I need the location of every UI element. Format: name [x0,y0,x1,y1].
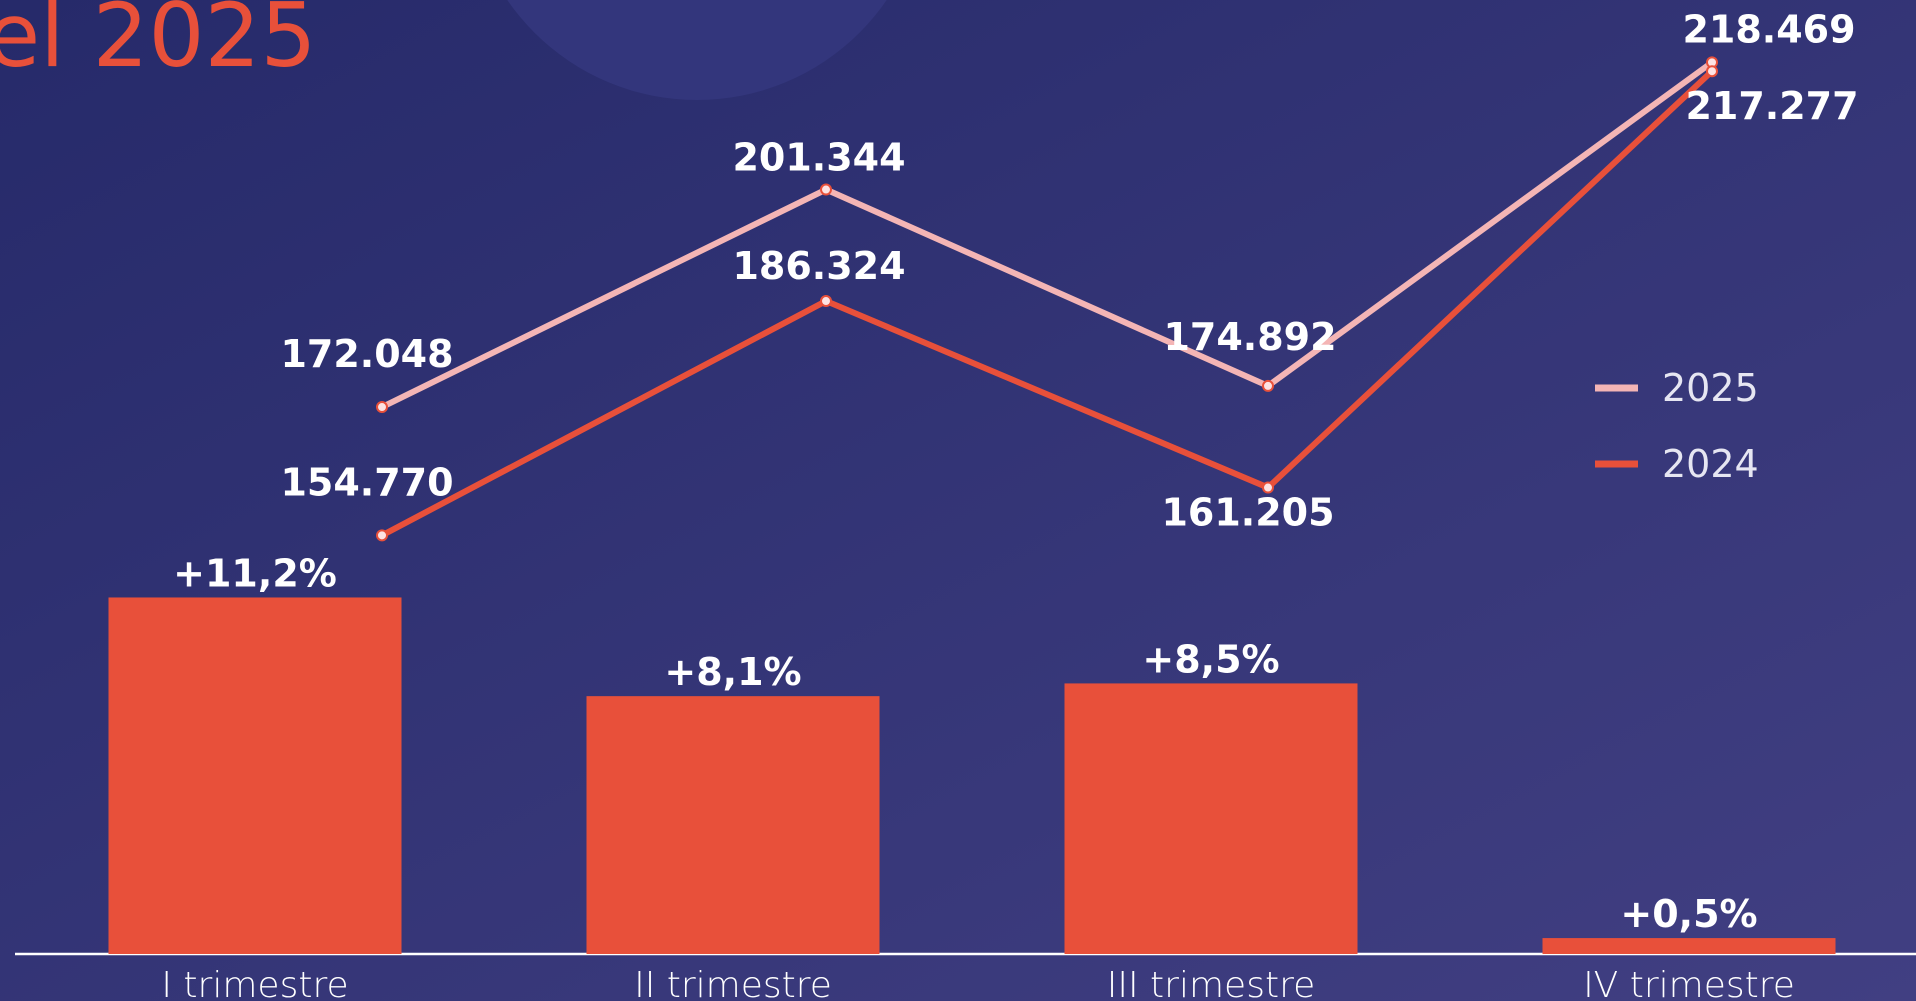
bar [1542,938,1836,954]
bar-label: +11,2% [173,551,337,595]
bar-label: +0,5% [1620,892,1757,936]
data-label: 186.324 [732,244,905,288]
data-label: 174.892 [1163,315,1336,359]
point [1262,379,1274,392]
x-tick-label: I trimestre [161,965,348,1001]
bar [586,696,880,954]
data-label: 161.205 [1161,491,1334,535]
line [380,69,1715,538]
legend-label: 2025 [1662,366,1759,410]
point [1706,65,1718,78]
legend-label: 2024 [1662,442,1759,486]
point [376,529,388,542]
data-label: 218.469 [1682,7,1855,51]
bar [1064,683,1358,954]
data-label: 172.048 [280,332,453,376]
point [820,295,832,308]
point [376,401,388,414]
chart-title: el 2025 [0,0,317,87]
decor-circle [507,0,887,100]
point [1262,481,1274,494]
data-label: 154.770 [280,460,453,504]
line [380,59,1714,410]
x-tick-label: III trimestre [1107,965,1315,1001]
bar-label: +8,1% [664,650,801,694]
point [820,183,832,196]
bar [108,597,402,954]
data-label: 201.344 [732,136,905,180]
x-tick-label: IV trimestre [1583,965,1795,1001]
x-tick-label: II trimestre [634,965,832,1001]
data-label: 217.277 [1685,84,1858,128]
bar-label: +8,5% [1142,637,1279,681]
